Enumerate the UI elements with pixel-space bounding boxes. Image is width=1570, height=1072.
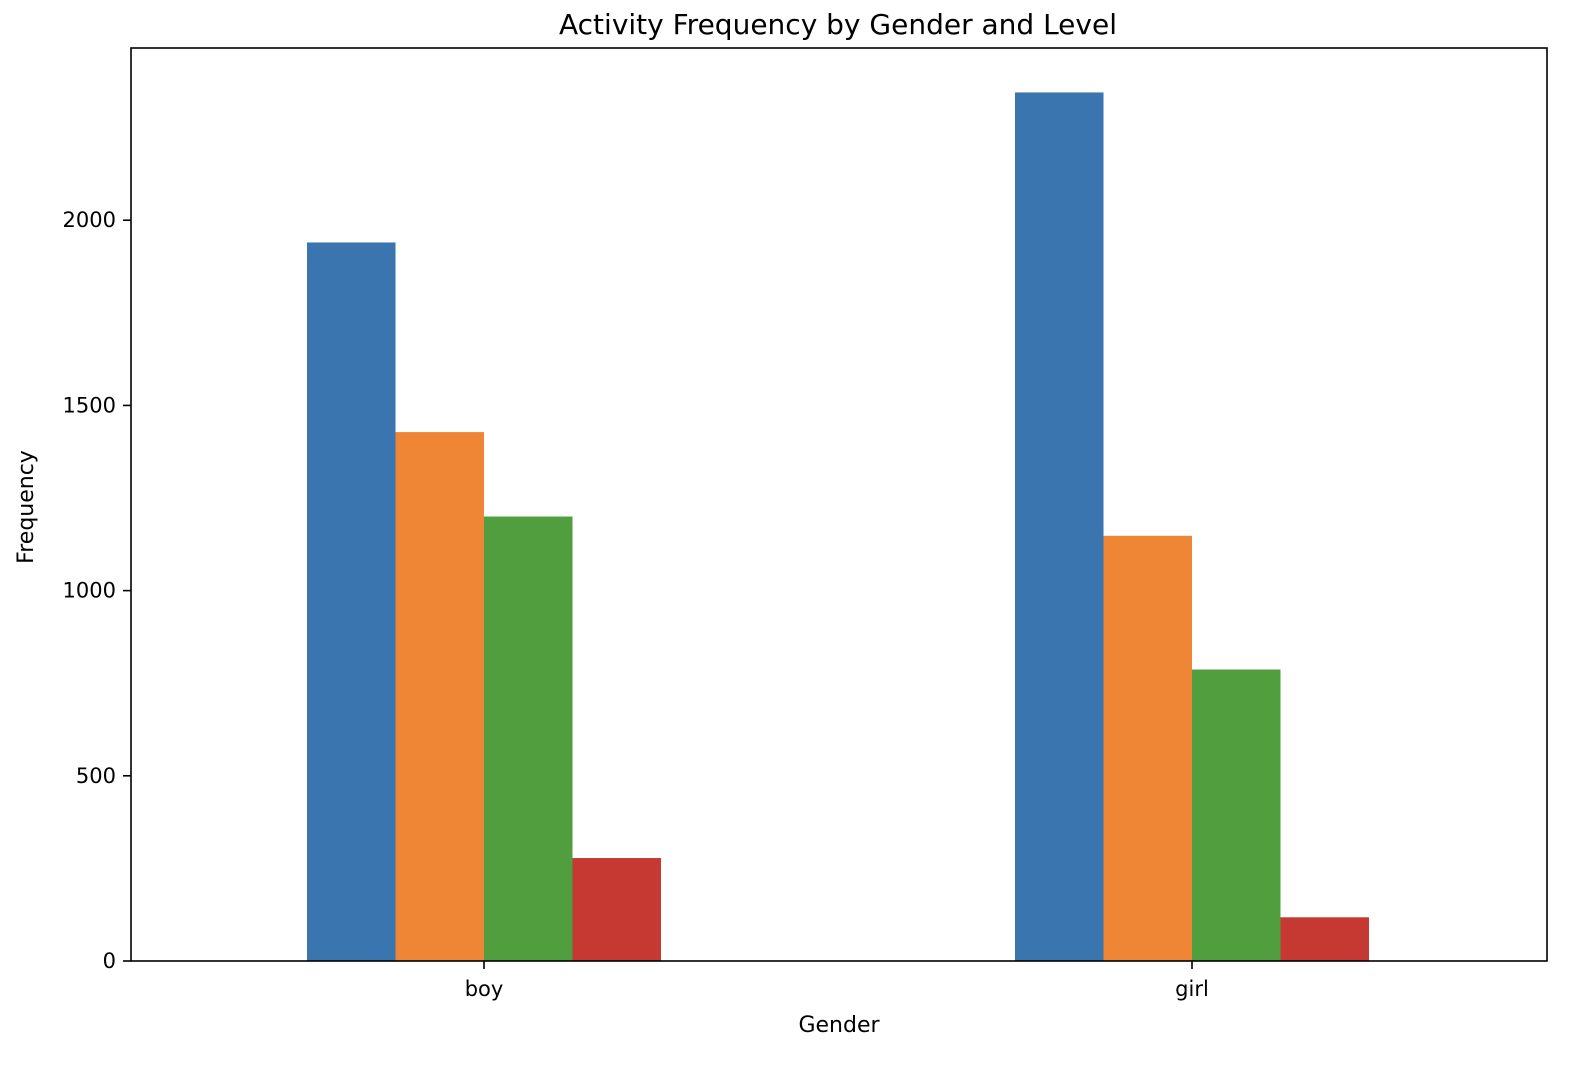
y-tick-label: 0	[103, 949, 116, 973]
bar-boy-series-3	[484, 516, 573, 961]
bar-girl-series-3	[1192, 669, 1281, 961]
y-axis-ticks: 0 500 1000 1500 2000	[63, 208, 131, 973]
bar-boy-series-4	[572, 858, 661, 961]
plot-frame	[130, 47, 1548, 962]
bars-group	[307, 92, 1369, 962]
x-axis-label: Gender	[798, 1013, 880, 1038]
x-axis-ticks: boy girl	[465, 961, 1209, 1001]
bar-boy-series-1	[307, 242, 396, 961]
bar-girl-series-1	[1015, 92, 1104, 962]
bar-boy-series-2	[395, 432, 484, 961]
x-tick-label-girl: girl	[1175, 977, 1209, 1001]
y-axis-label: Frequency	[14, 450, 39, 564]
y-tick-label: 500	[76, 764, 116, 788]
x-tick-label-boy: boy	[465, 977, 504, 1001]
bar-girl-series-2	[1103, 535, 1192, 961]
chart-title: Activity Frequency by Gender and Level	[559, 8, 1117, 41]
bar-girl-series-4	[1280, 917, 1369, 961]
y-tick-label: 2000	[63, 208, 116, 232]
y-tick-label: 1500	[63, 393, 116, 417]
y-tick-label: 1000	[63, 579, 116, 603]
